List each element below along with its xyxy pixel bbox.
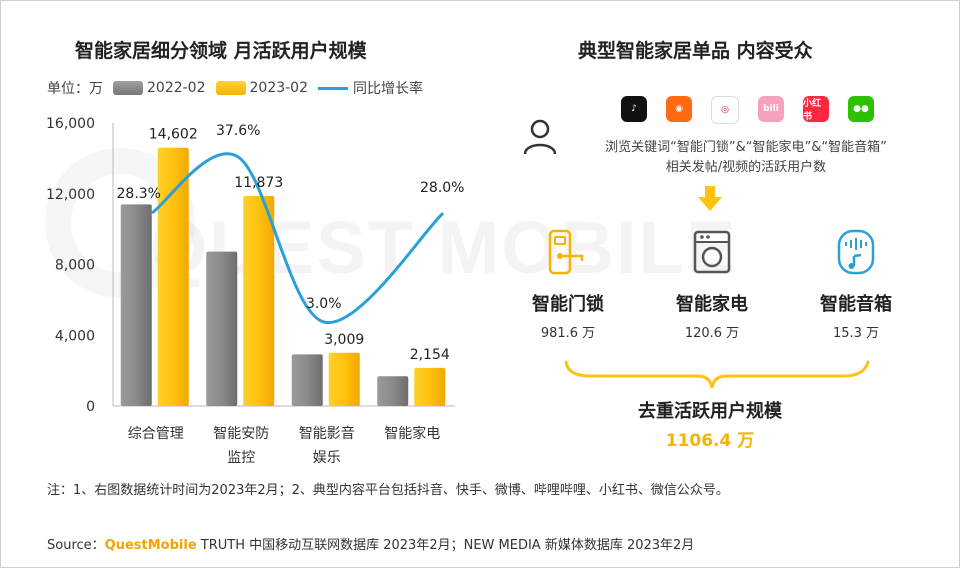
bilibili-icon: bili: [758, 96, 784, 122]
legend-line-swatch: [318, 86, 348, 90]
bar-2022: [291, 354, 323, 406]
y-tick-label: 8,000: [55, 258, 95, 274]
smart-speaker-icon: [837, 229, 875, 275]
growth-rate-line: [151, 152, 444, 324]
x-category-label: 智能家电: [384, 425, 440, 442]
legend-line: 同比增长率: [318, 78, 423, 98]
bar-2022: [120, 204, 152, 406]
chart-legend: 单位：万 2022-02 2023-02 同比增长率: [47, 78, 433, 98]
legend-line-label: 同比增长率: [353, 81, 423, 97]
y-tick-label: 16,000: [46, 116, 95, 132]
platform-icons: ♪ ◉ ◎ bili 小红书 ●●: [621, 96, 893, 124]
bar-2022: [206, 251, 238, 406]
legend-series2-label: 2023-02: [249, 80, 309, 96]
y-tick-label: 0: [86, 399, 95, 415]
legend-series1-label: 2022-02: [147, 80, 206, 96]
right-panel-title: 典型智能家居单品 内容受众: [578, 40, 813, 62]
kuaishou-icon: ◉: [666, 96, 692, 122]
product-name-speaker: 智能音箱: [820, 294, 892, 315]
description: 浏览关键词“智能门锁”&“智能家电”&“智能音箱” 相关发帖/视频的活跃用户数: [566, 138, 926, 178]
bar-2023-data-label: 11,873: [234, 175, 283, 191]
description-line-2: 相关发帖/视频的活跃用户数: [665, 160, 827, 175]
growth-rate-label: 28.0%: [420, 180, 464, 196]
product-value-speaker: 15.3 万: [832, 326, 880, 341]
legend-series2: 2023-02: [215, 80, 309, 96]
bar-2023: [328, 352, 360, 406]
bar-2023-data-label: 3,009: [324, 332, 364, 348]
y-tick-label: 4,000: [55, 328, 95, 344]
x-category-label: 综合管理: [128, 426, 184, 442]
down-arrow-icon: [698, 186, 722, 211]
grouping-brace: [564, 360, 870, 389]
growth-rate-label: 28.3%: [117, 186, 161, 202]
unit-label: 单位：万: [47, 81, 103, 97]
bar-2022: [377, 376, 409, 406]
footnote: 注：1、右图数据统计时间为2023年2月；2、典型内容平台包括抖音、快手、微博、…: [47, 483, 729, 498]
source-prefix: Source：: [47, 538, 105, 553]
bar-2023: [243, 195, 275, 406]
legend-series1-swatch: [113, 81, 143, 95]
home-appliance-icon: [693, 230, 731, 274]
product-name-lock: 智能门锁: [532, 294, 604, 315]
x-category-label: 智能影音: [299, 425, 355, 442]
y-tick-label: 12,000: [46, 187, 95, 203]
product-value-lock: 981.6 万: [540, 326, 596, 341]
x-category-label: 监控: [227, 450, 255, 466]
wechat-icon: ●●: [848, 96, 874, 122]
x-category-label: 娱乐: [313, 450, 341, 466]
x-category-label: 智能安防: [213, 426, 269, 442]
source-line: Source：QuestMobile TRUTH 中国移动互联网数据库 2023…: [47, 534, 694, 553]
xiaohongshu-icon: 小红书: [803, 96, 829, 122]
source-brand: QuestMobile: [104, 538, 197, 553]
growth-rate-label: 3.0%: [306, 296, 342, 312]
douyin-icon: ♪: [621, 96, 647, 122]
product-value-appliance: 120.6 万: [684, 326, 740, 341]
weibo-icon: ◎: [711, 96, 739, 124]
legend-series2-swatch: [215, 81, 246, 95]
smart-lock-icon: [548, 229, 584, 275]
left-chart-title: 智能家居细分领域 月活跃用户规模: [75, 40, 367, 62]
dedup-label: 去重活跃用户规模: [638, 401, 782, 422]
description-line-1: 浏览关键词“智能门锁”&“智能家电”&“智能音箱”: [605, 140, 887, 155]
bar-2023: [157, 147, 189, 407]
bar-line-chart: 0 4,000 8,000 12,000 16,000 14,602 综合管理 11,873…: [46, 116, 464, 466]
legend-series1: 2022-02: [113, 80, 206, 96]
product-name-appliance: 智能家电: [676, 294, 748, 315]
bar-2023: [414, 367, 446, 406]
source-rest: TRUTH 中国移动互联网数据库 2023年2月；NEW MEDIA 新媒体数据…: [196, 538, 695, 553]
user-icon: [523, 119, 557, 155]
growth-rate-label: 37.6%: [216, 123, 260, 139]
bar-2023-data-label: 14,602: [149, 127, 198, 143]
bar-2023-data-label: 2,154: [410, 347, 450, 363]
dedup-value: 1106.4 万: [665, 431, 755, 451]
